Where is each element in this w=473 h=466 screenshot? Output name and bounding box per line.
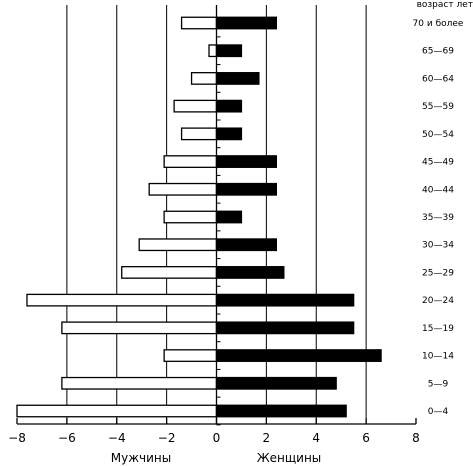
age-label: 20—24 [422,296,454,306]
age-label: 40—44 [422,185,454,195]
age-labels: 0—4 5—9 10—14 15—19 20—24 25—29 30—34 35—39 40—4… [413,19,464,417]
bar-male [16,404,218,418]
bar-female [215,99,243,113]
age-label: 10—14 [422,352,454,362]
bar-female [215,210,243,224]
bar-female [215,349,382,362]
bar-male [148,182,218,196]
bar-female [215,16,277,30]
x-tick-label: 8 [412,431,420,445]
age-label: 55—59 [422,102,454,112]
age-label: 50—54 [422,130,454,140]
age-label: 0—4 [428,407,449,417]
x-label-left: Мужчины [111,451,171,465]
x-tick-label: −2 [158,431,176,445]
bar-female [215,155,277,168]
bar-male [180,127,218,141]
x-label-right: Женщины [257,451,322,465]
bar-male [163,210,218,224]
bar-male [173,99,218,113]
x-tick-label: −6 [58,431,76,445]
age-label: 70 и более [413,19,464,29]
bar-male [180,16,218,30]
bar-female [215,321,355,335]
bar-male [61,376,218,390]
bar-male [26,293,218,307]
bar-female [215,404,347,418]
age-label: 30—34 [422,241,454,251]
x-tick-label: 6 [362,431,370,445]
bar-male [208,44,218,58]
x-axis: −8 −6 −4 −2 0 2 4 6 8 [8,5,420,445]
bar-female [215,266,285,279]
bars [16,16,382,418]
bar-female [215,44,243,58]
bar-female [215,293,355,307]
bar-male [61,321,218,335]
bar-male [163,155,218,168]
bar-male [121,266,218,279]
age-label: 5—9 [428,379,449,389]
bar-female [215,182,277,196]
x-tick-label: 4 [312,431,320,445]
corner-label: возраст лет [417,0,473,10]
bar-female [215,72,260,85]
age-label: 25—29 [422,268,454,278]
age-label: 60—64 [422,74,454,84]
age-label: 35—39 [422,213,454,223]
bar-male [190,72,218,85]
age-label: 65—69 [422,47,454,57]
bar-female [215,238,277,252]
age-label: 45—49 [422,158,454,168]
x-tick-label: −4 [108,431,126,445]
bar-female [215,127,243,141]
bar-male [163,349,218,362]
x-tick-label: 2 [263,431,271,445]
age-label: 15—19 [422,324,454,334]
bar-male [138,238,218,252]
bar-female [215,376,337,390]
x-tick-label: 0 [213,431,221,445]
x-tick-label: −8 [8,431,26,445]
